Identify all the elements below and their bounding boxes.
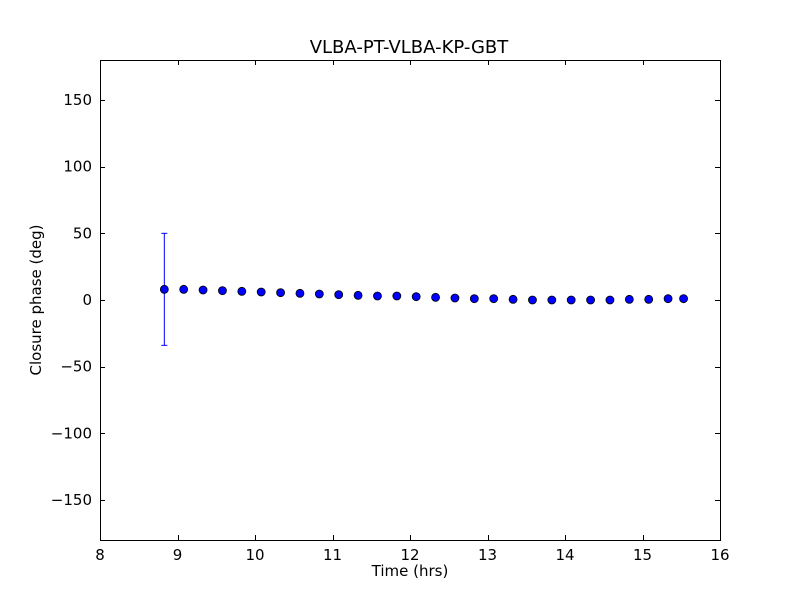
data-point [547, 295, 557, 305]
x-tick-label: 13 [478, 546, 497, 564]
x-tick-label: 10 [245, 546, 264, 564]
y-tick-label: 100 [63, 158, 92, 176]
data-point [624, 294, 634, 304]
y-tick-label: 0 [82, 291, 92, 309]
data-point [373, 291, 382, 301]
data-point [198, 285, 208, 295]
data-point [334, 290, 344, 300]
x-tick-label: 15 [633, 546, 652, 564]
y-tick-label: −100 [51, 424, 92, 442]
data-point [237, 286, 247, 296]
data-point [679, 294, 688, 304]
data-point [159, 284, 169, 294]
data-point [411, 292, 421, 302]
y-tick-label: 150 [63, 91, 92, 109]
data-point [663, 294, 673, 304]
data-point [314, 289, 324, 299]
x-tick-label: 12 [400, 546, 419, 564]
x-tick-label: 9 [173, 546, 183, 564]
data-point [295, 288, 305, 298]
data-point [450, 293, 460, 303]
x-axis: 8 9 10 11 12 13 14 15 16 [95, 60, 730, 564]
data-point [431, 292, 440, 302]
x-tick-label: 8 [95, 546, 105, 564]
x-axis-label: Time (hrs) [371, 562, 449, 580]
data-point [528, 295, 537, 305]
data-point [489, 294, 499, 304]
y-tick-label: −50 [60, 358, 92, 376]
data-series [159, 232, 688, 346]
data-point [218, 286, 227, 296]
data-point [469, 294, 479, 304]
x-tick-label: 14 [555, 546, 574, 564]
data-point [276, 288, 285, 298]
data-point [256, 287, 266, 297]
x-tick-label: 11 [323, 546, 342, 564]
data-point [392, 291, 402, 301]
y-axis-label: Closure phase (deg) [27, 225, 45, 376]
chart-title: VLBA-PT-VLBA-KP-GBT [310, 37, 510, 58]
data-point [566, 295, 576, 305]
data-point [586, 295, 595, 305]
data-point [179, 284, 189, 294]
data-point [353, 290, 363, 300]
data-point [508, 294, 518, 304]
y-tick-label: 50 [73, 224, 92, 242]
y-tick-label: −150 [51, 491, 92, 509]
x-tick-label: 16 [710, 546, 729, 564]
data-point [644, 294, 654, 304]
data-point [605, 295, 615, 305]
y-axis: 150 100 50 0 −50 −100 −150 [51, 91, 720, 509]
